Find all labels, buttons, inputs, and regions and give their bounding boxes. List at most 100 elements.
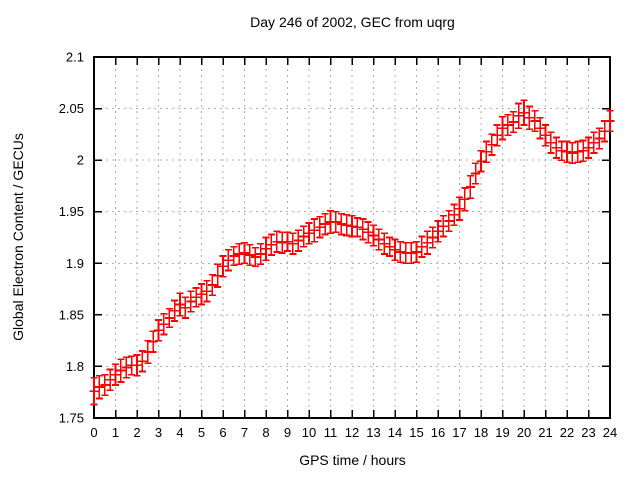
x-tick-label: 21	[538, 425, 552, 440]
data-point-error-bar	[213, 263, 223, 288]
data-point-error-bar	[422, 230, 432, 255]
data-point-error-bar	[347, 214, 357, 238]
data-point-error-bar	[352, 217, 362, 238]
data-point-error-bar	[299, 225, 309, 248]
data-point-error-bar	[240, 241, 249, 265]
data-point-error-bar	[584, 136, 593, 159]
data-point-error-bar	[315, 216, 325, 239]
data-point-error-bar	[492, 124, 502, 147]
x-tick-label: 7	[241, 425, 248, 440]
x-axis-label: GPS time / hours	[299, 452, 406, 468]
data-point-error-bar	[594, 127, 604, 150]
data-point-error-bar	[223, 249, 233, 272]
x-tick-label: 18	[474, 425, 488, 440]
data-point-error-bar	[374, 228, 384, 251]
x-tick-label: 1	[112, 425, 119, 440]
data-point-error-bar	[197, 283, 206, 306]
data-point-error-bar	[487, 133, 497, 156]
data-point-error-bar	[395, 240, 405, 264]
data-point-error-bar	[137, 350, 147, 373]
data-point-error-bar	[557, 140, 567, 161]
data-point-error-bar	[605, 109, 615, 133]
x-tick-label: 20	[517, 425, 531, 440]
data-point-error-bar	[524, 105, 534, 131]
data-point-error-bar	[519, 99, 529, 126]
data-point-error-bar	[164, 307, 174, 329]
data-point-error-bar	[449, 203, 459, 226]
data-point-error-bar	[272, 230, 282, 253]
data-point-error-bar	[433, 220, 443, 243]
data-point-error-bar	[385, 236, 395, 257]
y-tick-label: 1.8	[66, 359, 84, 374]
data-point-error-bar	[546, 131, 556, 154]
data-point-error-bar	[89, 376, 99, 406]
x-tick-label: 11	[324, 425, 338, 440]
data-point-error-bar	[578, 139, 588, 163]
x-tick-label: 8	[262, 425, 269, 440]
x-tick-label: 24	[603, 425, 617, 440]
data-point-error-bar	[94, 374, 104, 400]
data-point-error-bar	[245, 243, 255, 267]
x-tick-label: 23	[581, 425, 595, 440]
data-point-error-bar	[105, 368, 115, 392]
data-point-error-bar	[514, 102, 524, 130]
y-tick-label: 1.75	[59, 411, 84, 426]
data-point-error-bar	[589, 131, 599, 154]
x-tick-label: 15	[409, 425, 423, 440]
x-tick-label: 4	[176, 425, 183, 440]
x-tick-label: 12	[345, 425, 359, 440]
data-point-error-bar	[498, 115, 507, 141]
data-point-error-bar	[390, 238, 400, 262]
x-tick-label: 22	[560, 425, 574, 440]
data-point-error-bar	[159, 312, 169, 336]
data-point-error-bar	[283, 231, 292, 252]
data-point-error-bar	[465, 174, 475, 200]
x-tick-label: 9	[284, 425, 291, 440]
data-point-error-bar	[256, 242, 266, 266]
data-point-error-bar	[541, 124, 550, 147]
data-point-error-bar	[476, 150, 486, 173]
data-point-error-bar	[551, 136, 561, 159]
x-tick-label: 19	[495, 425, 509, 440]
data-point-error-bar	[320, 212, 330, 236]
data-point-error-bar	[471, 162, 481, 185]
data-point-error-bar	[503, 113, 513, 137]
y-tick-label: 1.85	[59, 307, 84, 322]
data-point-error-bar	[460, 187, 470, 212]
data-point-error-bar	[116, 358, 126, 383]
y-tick-label: 2.05	[59, 101, 84, 116]
x-tick-label: 17	[452, 425, 466, 440]
data-point-error-bar	[444, 209, 454, 233]
x-tick-label: 5	[198, 425, 205, 440]
x-tick-label: 3	[155, 425, 162, 440]
data-point-error-bar	[379, 232, 389, 255]
series-GEC	[89, 99, 615, 406]
data-point-error-bar	[342, 213, 352, 237]
data-point-error-bar	[438, 214, 448, 238]
x-tick-label: 0	[90, 425, 97, 440]
data-point-error-bar	[358, 218, 368, 241]
data-point-error-bar	[266, 233, 276, 256]
data-point-error-bar	[304, 222, 314, 245]
data-point-error-bar	[412, 240, 421, 264]
data-point-error-bar	[191, 287, 201, 308]
y-tick-label: 2.1	[66, 50, 84, 65]
data-point-error-bar	[336, 212, 346, 236]
data-point-error-bar	[277, 231, 287, 254]
data-point-error-bar	[455, 196, 464, 221]
data-point-error-bar	[428, 226, 438, 249]
data-point-error-bar	[369, 224, 378, 247]
data-point-error-bar	[207, 273, 217, 297]
data-point-error-bar	[535, 117, 545, 140]
x-tick-label: 13	[366, 425, 380, 440]
data-point-error-bar	[218, 255, 228, 278]
data-point-error-bar	[406, 241, 416, 265]
y-tick-label: 2	[77, 153, 84, 168]
data-point-error-bar	[261, 236, 271, 262]
data-point-error-bar	[562, 140, 572, 164]
data-point-error-bar	[234, 242, 244, 266]
x-tick-label: 14	[388, 425, 402, 440]
x-tick-label: 6	[219, 425, 226, 440]
data-point-error-bar	[154, 319, 163, 342]
